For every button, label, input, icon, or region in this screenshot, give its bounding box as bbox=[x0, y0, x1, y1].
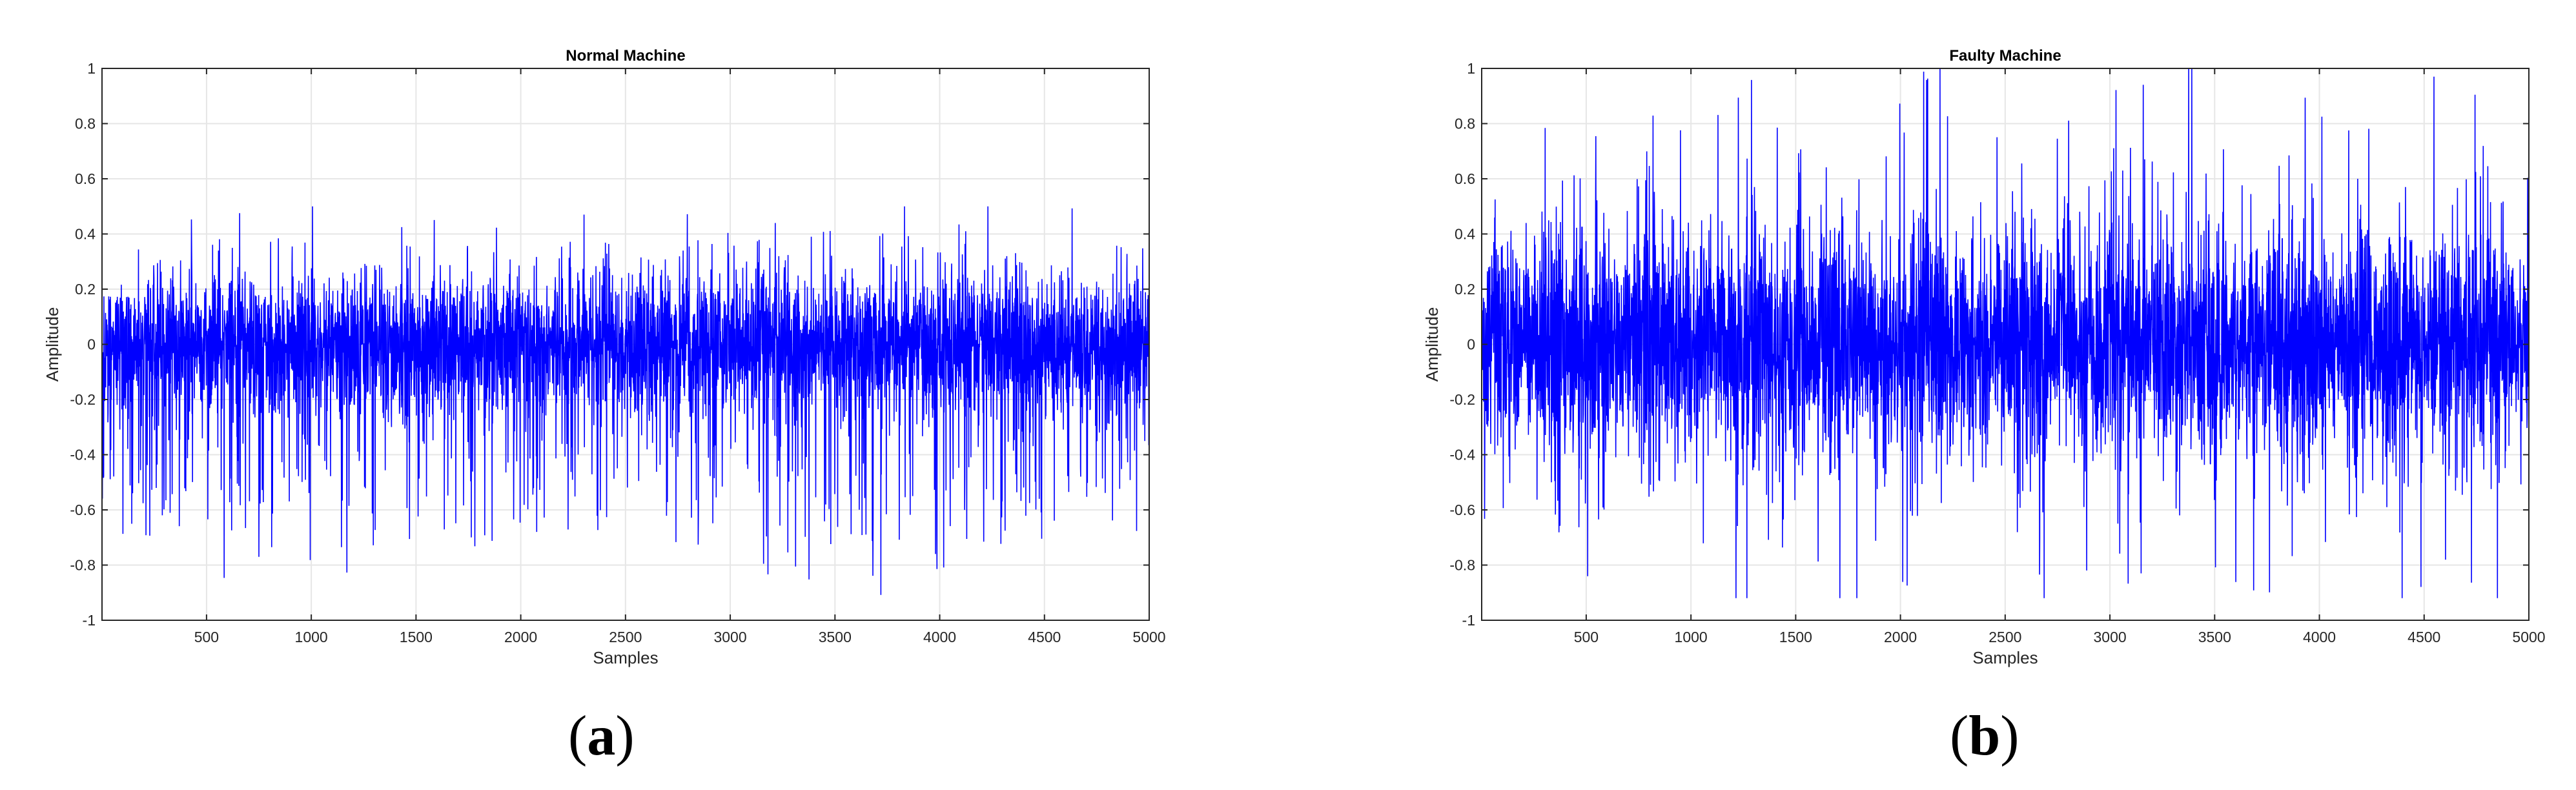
panel-label-b: (b) bbox=[1950, 705, 2019, 767]
chart-normal: 500 1000 1500 2000 2500 3000 3500 4000 4500 5000 -… bbox=[43, 47, 1166, 667]
y-tick-label: -1 bbox=[1462, 612, 1475, 629]
y-axis-label: Amplitude bbox=[43, 307, 62, 382]
y-tick-label: -0.6 bbox=[1449, 501, 1475, 518]
x-tick-label: 1500 bbox=[1779, 629, 1812, 645]
y-tick-label: -0.8 bbox=[1449, 557, 1475, 574]
y-tick-label: 0.8 bbox=[1455, 116, 1475, 132]
y-axis-label: Amplitude bbox=[1422, 307, 1442, 382]
signal-line bbox=[101, 206, 1150, 595]
y-tick-label: 0.2 bbox=[75, 281, 96, 298]
x-tick-label: 2000 bbox=[1884, 629, 1917, 645]
signal-line bbox=[1481, 68, 2530, 598]
y-tick-label: 1 bbox=[1467, 60, 1475, 77]
y-tick-label: -0.8 bbox=[70, 557, 96, 574]
y-tick-label: -0.4 bbox=[1449, 447, 1475, 463]
x-axis-label: Samples bbox=[1972, 648, 2038, 667]
x-tick-label: 2500 bbox=[609, 629, 642, 645]
x-tick-label: 1000 bbox=[295, 629, 328, 645]
y-tick-label: 1 bbox=[87, 60, 96, 77]
y-tick-label: -0.2 bbox=[70, 391, 96, 408]
chart-title: Faulty Machine bbox=[1949, 47, 2061, 65]
x-tick-label: 5000 bbox=[1132, 629, 1165, 645]
y-tick-label: 0.4 bbox=[75, 226, 96, 243]
panel-label-a: (a) bbox=[568, 705, 635, 767]
x-axis-label: Samples bbox=[593, 648, 658, 667]
y-tick-label: 0.4 bbox=[1455, 226, 1475, 243]
y-tick-label: -0.6 bbox=[70, 501, 96, 518]
y-tick-label: 0.6 bbox=[75, 170, 96, 187]
x-tick-label: 3000 bbox=[713, 629, 746, 645]
x-tick-label: 1000 bbox=[1675, 629, 1708, 645]
x-tick-label: 3500 bbox=[2198, 629, 2231, 645]
chart-title: Normal Machine bbox=[566, 47, 685, 65]
x-tick-label: 2500 bbox=[1988, 629, 2021, 645]
y-tick-label: -1 bbox=[83, 612, 96, 629]
y-tick-label: 0 bbox=[1467, 336, 1475, 353]
x-tick-label: 500 bbox=[1574, 629, 1599, 645]
y-tick-label: -0.2 bbox=[1449, 391, 1475, 408]
x-tick-label: 3000 bbox=[2093, 629, 2126, 645]
y-tick-label: 0.2 bbox=[1455, 281, 1475, 298]
x-tick-label: 1500 bbox=[400, 629, 433, 645]
x-tick-label: 5000 bbox=[2512, 629, 2545, 645]
x-tick-label: 3500 bbox=[819, 629, 852, 645]
x-tick-label: 4500 bbox=[1028, 629, 1061, 645]
x-tick-label: 4000 bbox=[923, 629, 956, 645]
y-tick-label: 0.8 bbox=[75, 116, 96, 132]
y-tick-label: -0.4 bbox=[70, 447, 96, 463]
x-tick-label: 4000 bbox=[2303, 629, 2336, 645]
chart-faulty: 500 1000 1500 2000 2500 3000 3500 4000 4500 5000 -… bbox=[1422, 47, 2546, 667]
x-tick-label: 500 bbox=[194, 629, 219, 645]
y-tick-label: 0.6 bbox=[1455, 170, 1475, 187]
y-tick-label: 0 bbox=[87, 336, 96, 353]
x-tick-label: 4500 bbox=[2407, 629, 2440, 645]
x-tick-label: 2000 bbox=[504, 629, 537, 645]
